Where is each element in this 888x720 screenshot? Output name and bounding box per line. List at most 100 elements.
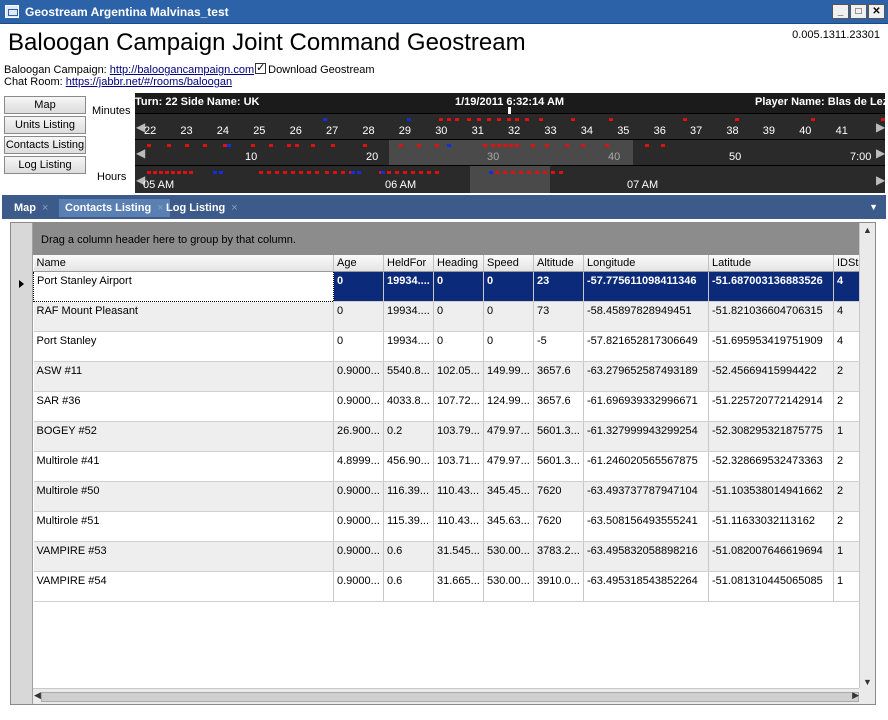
cell-age[interactable]: 0: [333, 301, 384, 332]
cell-latitude[interactable]: -51.225720772142914: [708, 391, 834, 422]
cell-altitude[interactable]: 3657.6: [533, 391, 584, 422]
table-row[interactable]: ASW #11 0.9000... 5540.8... 102.05... 149.99…: [33, 361, 869, 392]
cell-heading[interactable]: 0: [433, 301, 484, 332]
timeline-left-icon[interactable]: ◀: [136, 173, 146, 187]
vertical-scrollbar[interactable]: ▲ ▼: [859, 223, 875, 689]
cell-latitude[interactable]: -52.328669532473363: [708, 451, 834, 482]
cell-speed[interactable]: 0: [483, 301, 534, 332]
cell-altitude[interactable]: 7620: [533, 511, 584, 542]
cell-heading[interactable]: 103.79...: [433, 421, 484, 452]
cell-speed[interactable]: 530.00...: [483, 571, 534, 602]
column-header-speed[interactable]: Speed: [483, 255, 534, 272]
close-button[interactable]: ✕: [868, 4, 885, 19]
cell-longitude[interactable]: -63.495832058898216: [583, 541, 709, 572]
cell-name[interactable]: Multirole #51: [33, 511, 334, 542]
nav-units-listing-button[interactable]: Units Listing: [4, 116, 86, 134]
cell-age[interactable]: 4.8999...: [333, 451, 384, 482]
cell-name[interactable]: SAR #36: [33, 391, 334, 422]
cell-heldfor[interactable]: 0.2: [383, 421, 434, 452]
cell-age[interactable]: 0.9000...: [333, 481, 384, 512]
cell-age[interactable]: 0.9000...: [333, 571, 384, 602]
cell-longitude[interactable]: -63.493737787947104: [583, 481, 709, 512]
cell-speed[interactable]: 345.63...: [483, 511, 534, 542]
cell-heading[interactable]: 31.545...: [433, 541, 484, 572]
cell-latitude[interactable]: -51.11633032113162: [708, 511, 834, 542]
cell-altitude[interactable]: 3910.0...: [533, 571, 584, 602]
cell-heldfor[interactable]: 115.39...: [383, 511, 434, 542]
tab-log-listing[interactable]: Log Listing ×: [160, 199, 244, 217]
nav-contacts-listing-button[interactable]: Contacts Listing: [4, 136, 86, 154]
column-header-heldfor[interactable]: HeldFor: [383, 255, 434, 272]
cell-longitude[interactable]: -63.495318543852264: [583, 571, 709, 602]
cell-longitude[interactable]: -61.246020565567875: [583, 451, 709, 482]
timeline-right-icon[interactable]: ▶: [876, 173, 886, 187]
cell-speed[interactable]: 149.99...: [483, 361, 534, 392]
timeline[interactable]: Turn: 22 Side Name: UK 1/19/2011 6:32:14…: [135, 93, 888, 193]
column-header-latitude[interactable]: Latitude: [708, 255, 834, 272]
column-header-name[interactable]: Name: [33, 255, 334, 272]
cell-heading[interactable]: 0: [433, 331, 484, 362]
cell-age[interactable]: 26.900...: [333, 421, 384, 452]
cell-heldfor[interactable]: 5540.8...: [383, 361, 434, 392]
tab-log-listing-close-icon[interactable]: ×: [231, 202, 238, 214]
timeline-left-icon[interactable]: ◀: [136, 120, 146, 134]
cell-heldfor[interactable]: 456.90...: [383, 451, 434, 482]
cell-age[interactable]: 0: [333, 331, 384, 362]
cell-name[interactable]: BOGEY #52: [33, 421, 334, 452]
cell-name[interactable]: Multirole #41: [33, 451, 334, 482]
column-header-longitude[interactable]: Longitude: [583, 255, 709, 272]
cell-age[interactable]: 0.9000...: [333, 361, 384, 392]
cell-name[interactable]: Port Stanley: [33, 331, 334, 362]
cell-altitude[interactable]: 23: [533, 271, 584, 302]
contacts-grid[interactable]: Drag a column header here to group by th…: [10, 222, 876, 705]
cell-heldfor[interactable]: 0.6: [383, 541, 434, 572]
campaign-link[interactable]: http://baloogancampaign.com: [109, 64, 255, 76]
cell-speed[interactable]: 0: [483, 271, 534, 302]
cell-latitude[interactable]: -52.308295321875775: [708, 421, 834, 452]
cell-heldfor[interactable]: 4033.8...: [383, 391, 434, 422]
cell-altitude[interactable]: 3657.6: [533, 361, 584, 392]
cell-longitude[interactable]: -63.279652587493189: [583, 361, 709, 392]
cell-heldfor[interactable]: 19934....: [383, 271, 434, 302]
cell-latitude[interactable]: -52.45669415994422: [708, 361, 834, 392]
table-row[interactable]: Multirole #41 4.8999... 456.90... 103.71...…: [33, 451, 869, 482]
table-row[interactable]: Multirole #50 0.9000... 116.39... 110.43...…: [33, 481, 869, 512]
cell-speed[interactable]: 479.97...: [483, 421, 534, 452]
cell-longitude[interactable]: -61.696939332996671: [583, 391, 709, 422]
cell-age[interactable]: 0.9000...: [333, 511, 384, 542]
cell-heldfor[interactable]: 116.39...: [383, 481, 434, 512]
scroll-down-icon[interactable]: ▼: [863, 677, 872, 687]
table-row[interactable]: SAR #36 0.9000... 4033.8... 107.72... 124.99…: [33, 391, 869, 422]
group-by-panel[interactable]: Drag a column header here to group by th…: [33, 223, 860, 255]
cell-speed[interactable]: 530.00...: [483, 541, 534, 572]
scroll-left-icon[interactable]: ◀: [34, 690, 41, 700]
cell-longitude[interactable]: -63.508156493555241: [583, 511, 709, 542]
timeline-left-icon[interactable]: ◀: [136, 146, 146, 160]
cell-altitude[interactable]: 3783.2...: [533, 541, 584, 572]
tab-map[interactable]: Map ×: [8, 199, 54, 217]
cell-heldfor[interactable]: 19934....: [383, 301, 434, 332]
current-time-marker[interactable]: [508, 107, 511, 114]
column-header-heading[interactable]: Heading: [433, 255, 484, 272]
nav-map-button[interactable]: Map: [4, 96, 86, 114]
chat-room-link[interactable]: https://jabbr.net/#/rooms/baloogan: [65, 76, 233, 88]
cell-heading[interactable]: 0: [433, 271, 484, 302]
download-checkbox[interactable]: [255, 61, 267, 74]
nav-log-listing-button[interactable]: Log Listing: [4, 156, 86, 174]
cell-longitude[interactable]: -61.327999943299254: [583, 421, 709, 452]
cell-latitude[interactable]: -51.821036604706315: [708, 301, 834, 332]
cell-longitude[interactable]: -57.821652817306649: [583, 331, 709, 362]
cell-speed[interactable]: 0: [483, 331, 534, 362]
cell-age[interactable]: 0.9000...: [333, 391, 384, 422]
cell-altitude[interactable]: 5601.3...: [533, 421, 584, 452]
seconds-timeline[interactable]: ◀ ▶ 10 20 30 40 50 7:00: [135, 139, 885, 165]
hours-timeline[interactable]: ◀ ▶ 05 AM 06 AM 07 AM: [135, 165, 885, 193]
column-header-altitude[interactable]: Altitude: [533, 255, 584, 272]
cell-heading[interactable]: 102.05...: [433, 361, 484, 392]
cell-latitude[interactable]: -51.082007646619694: [708, 541, 834, 572]
cell-heading[interactable]: 103.71...: [433, 451, 484, 482]
cell-age[interactable]: 0.9000...: [333, 541, 384, 572]
cell-latitude[interactable]: -51.695953419751909: [708, 331, 834, 362]
cell-heading[interactable]: 31.665...: [433, 571, 484, 602]
timeline-right-icon[interactable]: ▶: [876, 146, 886, 160]
